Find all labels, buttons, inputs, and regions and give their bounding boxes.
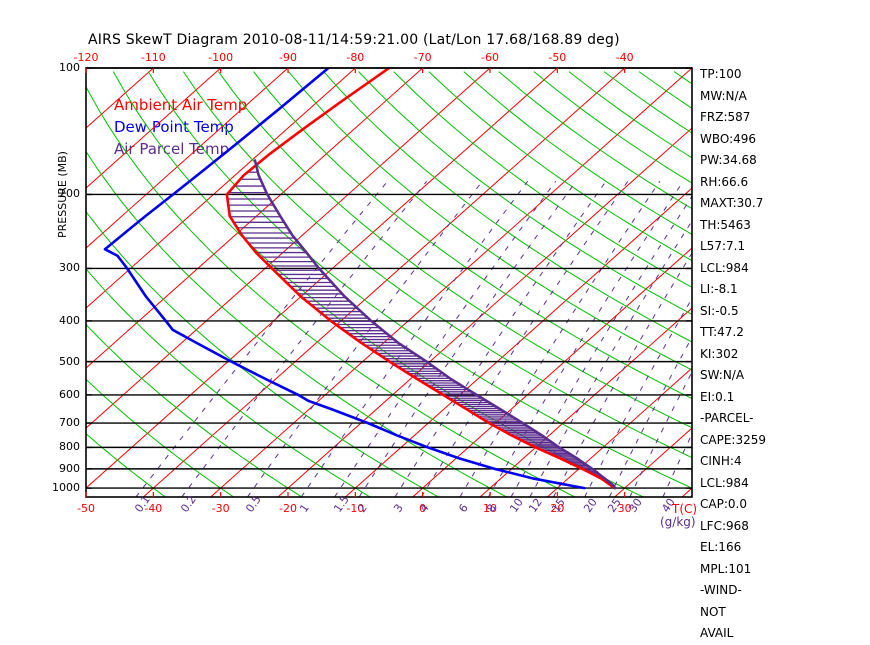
- pressure-tick-label: 800: [34, 441, 80, 452]
- dry-adiabat-line: [0, 72, 302, 497]
- stat-row: NOT: [700, 602, 860, 624]
- pressure-tick-label: 200: [34, 188, 80, 199]
- bottom-temp-tick-label: -20: [279, 503, 297, 514]
- top-temp-tick-label: -90: [279, 52, 297, 63]
- pressure-tick-label: 600: [34, 389, 80, 400]
- skewt-diagram-page: AIRS SkewT Diagram 2010-08-11/14:59:21.0…: [0, 0, 870, 560]
- dry-adiabat-line: [0, 72, 165, 497]
- mixing-ratio-line: [630, 181, 799, 497]
- isotherm-line: [0, 68, 221, 497]
- curve-air-parcel-temp: [255, 161, 615, 489]
- dry-adiabat-line: [254, 72, 870, 497]
- mixing-ratio-line: [530, 181, 717, 497]
- isotherm-lines: [0, 68, 870, 497]
- pressure-tick-label: 400: [34, 315, 80, 326]
- dry-adiabat-line: [8, 72, 438, 497]
- dry-adiabat-line: [78, 72, 575, 497]
- isotherm-line: [0, 68, 423, 497]
- mixing-ratio-line: [136, 181, 388, 497]
- mixing-ratio-line: [301, 181, 527, 497]
- mixing-ratio-lines: [136, 181, 826, 497]
- mixing-ratio-line: [421, 181, 628, 497]
- temp-axis-unit-label: T(C): [672, 503, 697, 515]
- top-temp-tick-label: -70: [414, 52, 432, 63]
- isotherm-line: [682, 68, 870, 497]
- stat-row: AVAIL: [700, 623, 860, 645]
- dry-adiabat-line: [674, 72, 870, 497]
- dry-adiabat-line: [709, 72, 870, 497]
- top-temp-tick-label: -100: [208, 52, 233, 63]
- mixing-ratio-line: [395, 181, 606, 497]
- dry-adiabat-line: [218, 72, 848, 497]
- dry-adiabat-line: [324, 72, 870, 497]
- top-temp-tick-label: -50: [548, 52, 566, 63]
- dry-adiabat-line: [569, 72, 870, 497]
- pressure-tick-label: 1000: [34, 482, 80, 493]
- skewt-plot: [0, 0, 870, 560]
- cape-shading: [227, 172, 609, 482]
- dry-adiabat-line: [429, 72, 870, 497]
- top-temp-tick-label: -110: [141, 52, 166, 63]
- data-curves: [105, 68, 615, 488]
- pressure-tick-label: 300: [34, 262, 80, 273]
- mixing-axis-unit-label: (g/kg): [660, 516, 696, 528]
- mixing-ratio-line: [554, 181, 737, 497]
- isotherm-line: [547, 68, 870, 497]
- stat-row: -WIND-: [700, 580, 860, 602]
- mixing-ratio-line: [609, 181, 782, 497]
- stat-row: MPL:101: [700, 559, 860, 581]
- isotherm-line: [0, 68, 153, 497]
- top-temp-tick-label: -40: [616, 52, 634, 63]
- mixing-ratio-line: [460, 181, 660, 497]
- dry-adiabat-line: [0, 72, 234, 497]
- mixing-ratio-line: [488, 181, 683, 497]
- isotherm-line: [749, 68, 870, 497]
- isotherm-line: [0, 68, 86, 497]
- top-temp-tick-label: -60: [481, 52, 499, 63]
- top-temp-tick-label: -80: [346, 52, 364, 63]
- dry-adiabat-line: [148, 72, 711, 497]
- pressure-tick-label: 500: [34, 356, 80, 367]
- pressure-tick-label: 900: [34, 463, 80, 474]
- bottom-temp-tick-label: -30: [212, 503, 230, 514]
- dry-adiabat-line: [394, 72, 870, 497]
- isotherm-line: [0, 68, 19, 497]
- top-temp-tick-label: -120: [74, 52, 99, 63]
- bottom-temp-tick-label: -50: [77, 503, 95, 514]
- dry-adiabat-line: [604, 72, 870, 497]
- pressure-tick-label: 700: [34, 417, 80, 428]
